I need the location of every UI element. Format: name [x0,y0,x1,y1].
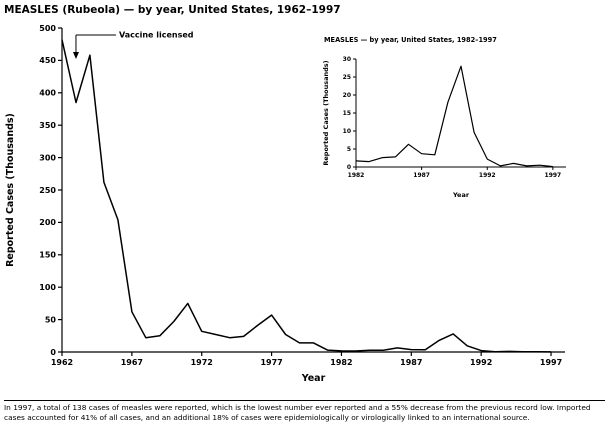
y-tick-label: 150 [39,251,56,260]
y-tick-label: 0 [347,164,351,171]
y-tick-label: 300 [39,153,56,162]
x-tick-label: 1982 [348,172,365,179]
x-tick-label: 1982 [330,358,352,367]
y-tick-label: 350 [39,121,56,130]
y-tick-label: 10 [343,128,351,135]
x-tick-label: 1992 [479,172,496,179]
x-tick-label: 1962 [51,358,73,367]
y-tick-label: 15 [343,110,351,117]
x-tick-label: 1967 [121,358,143,367]
y-tick-label: 25 [343,74,351,81]
y-tick-label: 100 [39,283,56,292]
x-axis-label: Year [301,373,326,384]
y-tick-label: 250 [39,186,56,195]
x-tick-label: 1992 [470,358,492,367]
y-tick-label: 450 [39,56,56,65]
annotation-arrow-head [72,52,79,59]
annotation-label: Vaccine licensed [119,31,194,40]
y-axis-label: Reported Cases (Thousands) [322,60,330,165]
page-title: MEASLES (Rubeola) — by year, United Stat… [4,4,341,16]
x-tick-label: 1987 [400,358,422,367]
inset-line-chart: 0 5 10 15 20 25 30 1982 1987 1992 1997 Year Reported… [322,56,566,199]
y-tick-label: 30 [343,56,351,63]
inset-chart-title: MEASLES — by year, United States, 1982–1… [324,36,497,44]
x-tick-label: 1997 [545,172,562,179]
axes [355,59,566,168]
x-axis-label: Year [452,191,470,199]
y-tick-label: 500 [39,24,56,33]
footnote: In 1997, a total of 138 cases of measles… [4,400,605,422]
y-tick-label: 50 [45,315,57,324]
y-tick-label: 5 [347,146,351,153]
data-line [61,39,552,353]
y-tick-label: 200 [39,218,56,227]
inset-chart-panel: MEASLES — by year, United States, 1982–1… [318,36,580,217]
x-tick-label: 1977 [260,358,282,367]
x-tick-label: 1997 [540,358,562,367]
data-line [355,65,553,168]
x-tick-label: 1987 [413,172,430,179]
y-axis-label: Reported Cases (Thousands) [5,113,16,267]
y-tick-label: 20 [343,92,351,99]
x-tick-label: 1972 [191,358,213,367]
y-tick-label: 0 [50,348,56,357]
y-tick-label: 400 [39,89,56,98]
